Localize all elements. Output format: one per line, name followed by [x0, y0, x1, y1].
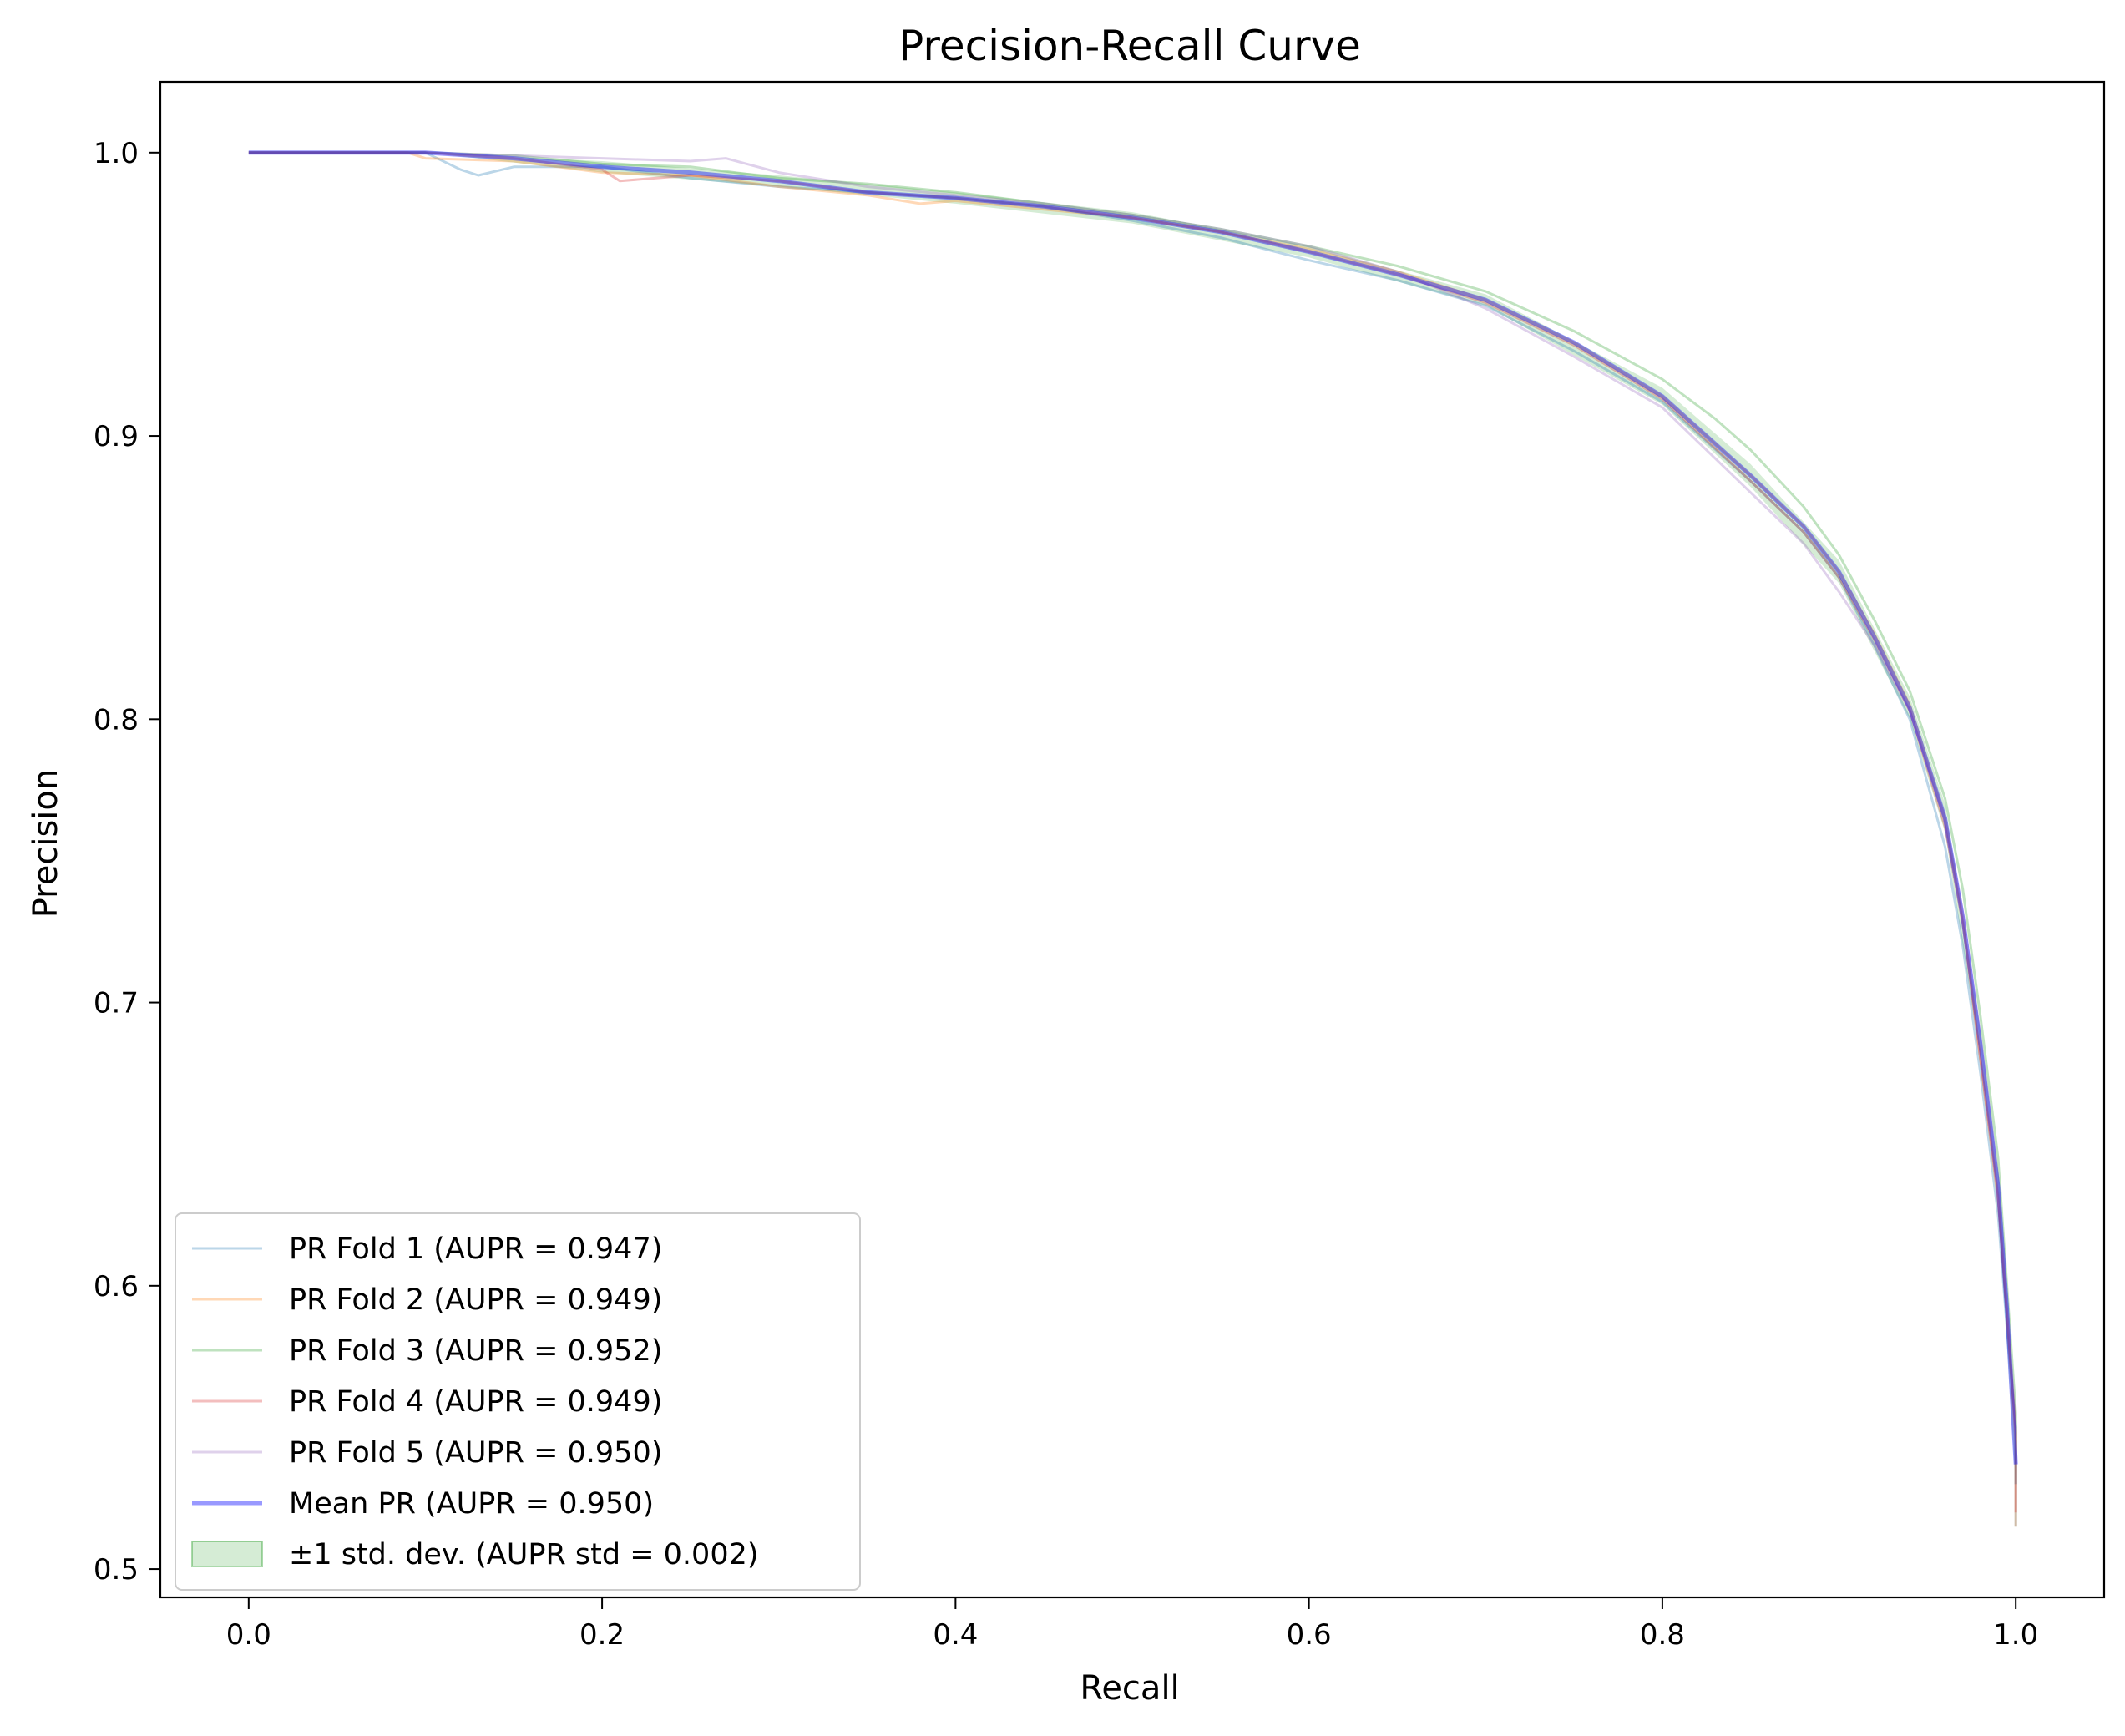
- pr-fold-4-line: [248, 151, 2017, 1513]
- plot-frame: [159, 80, 2106, 1599]
- x-axis-label: Recall: [1080, 1669, 1179, 1708]
- x-tick-label: 0.8: [1640, 1618, 1685, 1652]
- y-tick-label: 0.7: [94, 987, 139, 1020]
- y-tick-label: 0.8: [94, 703, 139, 736]
- series-layer: [248, 150, 2018, 1527]
- y-tick-label: 0.6: [94, 1270, 139, 1303]
- legend-label: PR Fold 5 (AUPR = 0.950): [289, 1436, 662, 1470]
- y-tick-label: 0.5: [94, 1553, 139, 1587]
- legend: PR Fold 1 (AUPR = 0.947) PR Fold 2 (AUPR …: [175, 1212, 861, 1591]
- x-tick-label: 0.0: [226, 1618, 271, 1652]
- x-tick-label: 0.4: [933, 1618, 978, 1652]
- x-tick-label: 1.0: [1993, 1618, 2038, 1652]
- legend-label: PR Fold 4 (AUPR = 0.949): [289, 1385, 662, 1419]
- legend-label: PR Fold 1 (AUPR = 0.947): [289, 1232, 662, 1266]
- y-tick-label: 0.9: [94, 420, 139, 453]
- x-tick-label: 0.2: [579, 1618, 625, 1652]
- legend-label: ±1 std. dev. (AUPR std = 0.002): [289, 1538, 759, 1572]
- pr-fold-5-line: [248, 151, 2017, 1485]
- y-tick-label: 1.0: [94, 137, 139, 170]
- mean-pr-line: [248, 150, 2018, 1465]
- pr-fold-1-line: [248, 151, 2017, 1527]
- pr-fold-2-line: [248, 151, 2017, 1527]
- y-axis-label: Precision: [27, 769, 65, 918]
- pr-fold-3-line: [248, 151, 2017, 1485]
- legend-label: PR Fold 2 (AUPR = 0.949): [289, 1283, 662, 1317]
- chart-title: Precision-Recall Curve: [898, 22, 1361, 70]
- legend-label: Mean PR (AUPR = 0.950): [289, 1487, 654, 1521]
- axes-layer: 0.0 0.2 0.4 0.6 0.8 1.0 0.5 0.6 0.7 0.8 0.9 1.0: [94, 80, 2106, 1652]
- legend-label: PR Fold 3 (AUPR = 0.952): [289, 1334, 662, 1368]
- legend-swatch: [191, 1541, 263, 1567]
- x-tick-label: 0.6: [1287, 1618, 1332, 1652]
- legend-box: [175, 1212, 861, 1591]
